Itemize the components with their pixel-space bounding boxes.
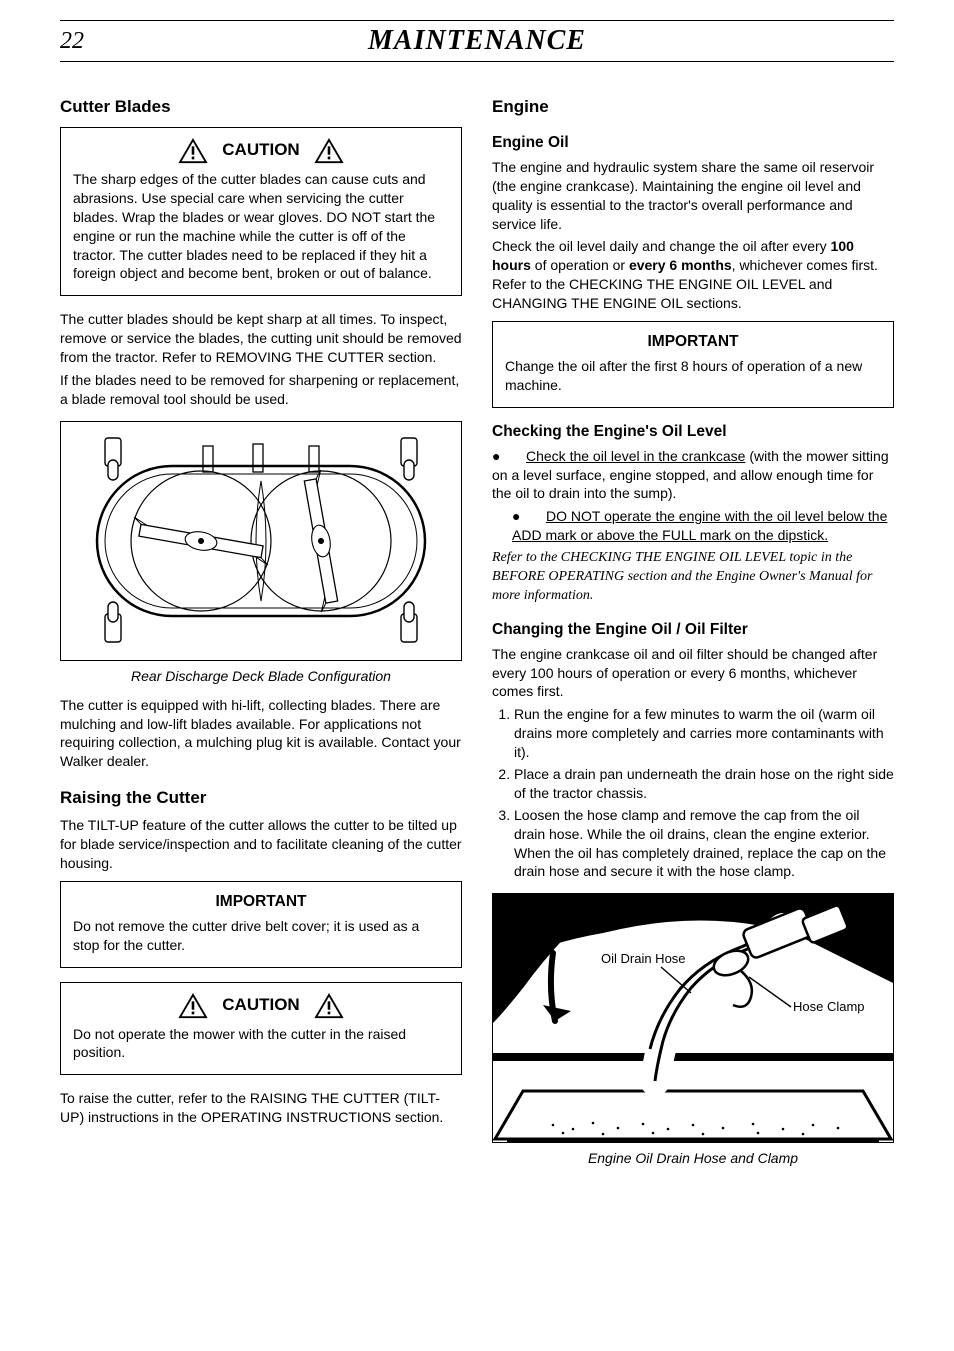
warning-triangle-icon — [178, 993, 208, 1019]
important-body: Do not remove the cutter drive belt cove… — [73, 917, 449, 955]
heading-check-level: Checking the Engine's Oil Level — [492, 422, 894, 443]
caution-header: CAUTION — [73, 993, 449, 1019]
steps-list: Run the engine for a few minutes to warm… — [492, 705, 894, 881]
page-number-right-spacer — [854, 28, 894, 55]
caution-body: The sharp edges of the cutter blades can… — [73, 170, 449, 283]
caution-label: CAUTION — [222, 139, 299, 162]
left-column: Cutter Blades CAUTION The sharp ed — [60, 80, 462, 1178]
important-body: Change the oil after the first 8 hours o… — [505, 357, 881, 395]
step-item: Run the engine for a few minutes to warm… — [514, 705, 894, 762]
important-label: IMPORTANT — [73, 892, 449, 913]
heading-changing-oil: Changing the Engine Oil / Oil Filter — [492, 620, 894, 641]
figure-oil-drain: Oil Drain Hose Hose Clamp — [492, 893, 894, 1143]
important-box: IMPORTANT Do not remove the cutter drive… — [60, 881, 462, 968]
page-number-left: 22 — [60, 28, 100, 55]
paragraph: Check the oil level daily and change the… — [492, 237, 894, 313]
caution-box-raise: CAUTION Do not operate the mower with th… — [60, 982, 462, 1076]
check-subnote: Refer to the CHECKING THE ENGINE OIL LEV… — [492, 549, 894, 606]
important-box-firstchange: IMPORTANT Change the oil after the first… — [492, 321, 894, 408]
warning-triangle-icon — [314, 993, 344, 1019]
heading-engine: Engine — [492, 96, 894, 119]
heading-raising-cutter: Raising the Cutter — [60, 787, 462, 810]
paragraph: The engine and hydraulic system share th… — [492, 158, 894, 234]
figure-deck-underside — [60, 421, 462, 661]
warning-triangle-icon — [314, 138, 344, 164]
two-column-layout: Cutter Blades CAUTION The sharp ed — [60, 80, 894, 1178]
paragraph: If the blades need to be removed for sha… — [60, 371, 462, 409]
caution-header: CAUTION — [73, 138, 449, 164]
paragraph: The TILT-UP feature of the cutter allows… — [60, 816, 462, 873]
right-column: Engine Engine Oil The engine and hydraul… — [492, 80, 894, 1178]
label-oil-drain-hose: Oil Drain Hose — [601, 951, 686, 966]
step-item: Place a drain pan underneath the drain h… — [514, 765, 894, 803]
important-label: IMPORTANT — [505, 332, 881, 353]
paragraph: The cutter is equipped with hi-lift, col… — [60, 696, 462, 772]
label-hose-clamp: Hose Clamp — [793, 999, 865, 1014]
header-rule-bottom — [60, 61, 894, 62]
caution-box-blades: CAUTION The sharp edges of the cutter bl… — [60, 127, 462, 296]
page: 22 MAINTENANCE Cutter Blades CAUTION — [0, 0, 954, 1351]
oil-drain-svg: Oil Drain Hose Hose Clamp — [493, 893, 893, 1143]
step-item: Loosen the hose clamp and remove the cap… — [514, 806, 894, 882]
paragraph: The cutter blades should be kept sharp a… — [60, 310, 462, 367]
header-band: 22 MAINTENANCE — [60, 21, 894, 61]
check-item: ●DO NOT operate the engine with the oil … — [492, 507, 894, 545]
deck-diagram-svg — [71, 426, 451, 656]
paragraph: The engine crankcase oil and oil filter … — [492, 645, 894, 702]
paragraph: To raise the cutter, refer to the RAISIN… — [60, 1089, 462, 1127]
caution-label: CAUTION — [222, 994, 299, 1017]
page-title: MAINTENANCE — [100, 25, 854, 57]
check-item: ●Check the oil level in the crankcase (w… — [492, 447, 894, 504]
caution-body: Do not operate the mower with the cutter… — [73, 1025, 449, 1063]
figure-caption-drain: Engine Oil Drain Hose and Clamp — [492, 1149, 894, 1168]
heading-cutter-blades: Cutter Blades — [60, 96, 462, 119]
warning-triangle-icon — [178, 138, 208, 164]
heading-engine-oil: Engine Oil — [492, 133, 894, 154]
figure-caption-deck: Rear Discharge Deck Blade Configuration — [60, 667, 462, 686]
